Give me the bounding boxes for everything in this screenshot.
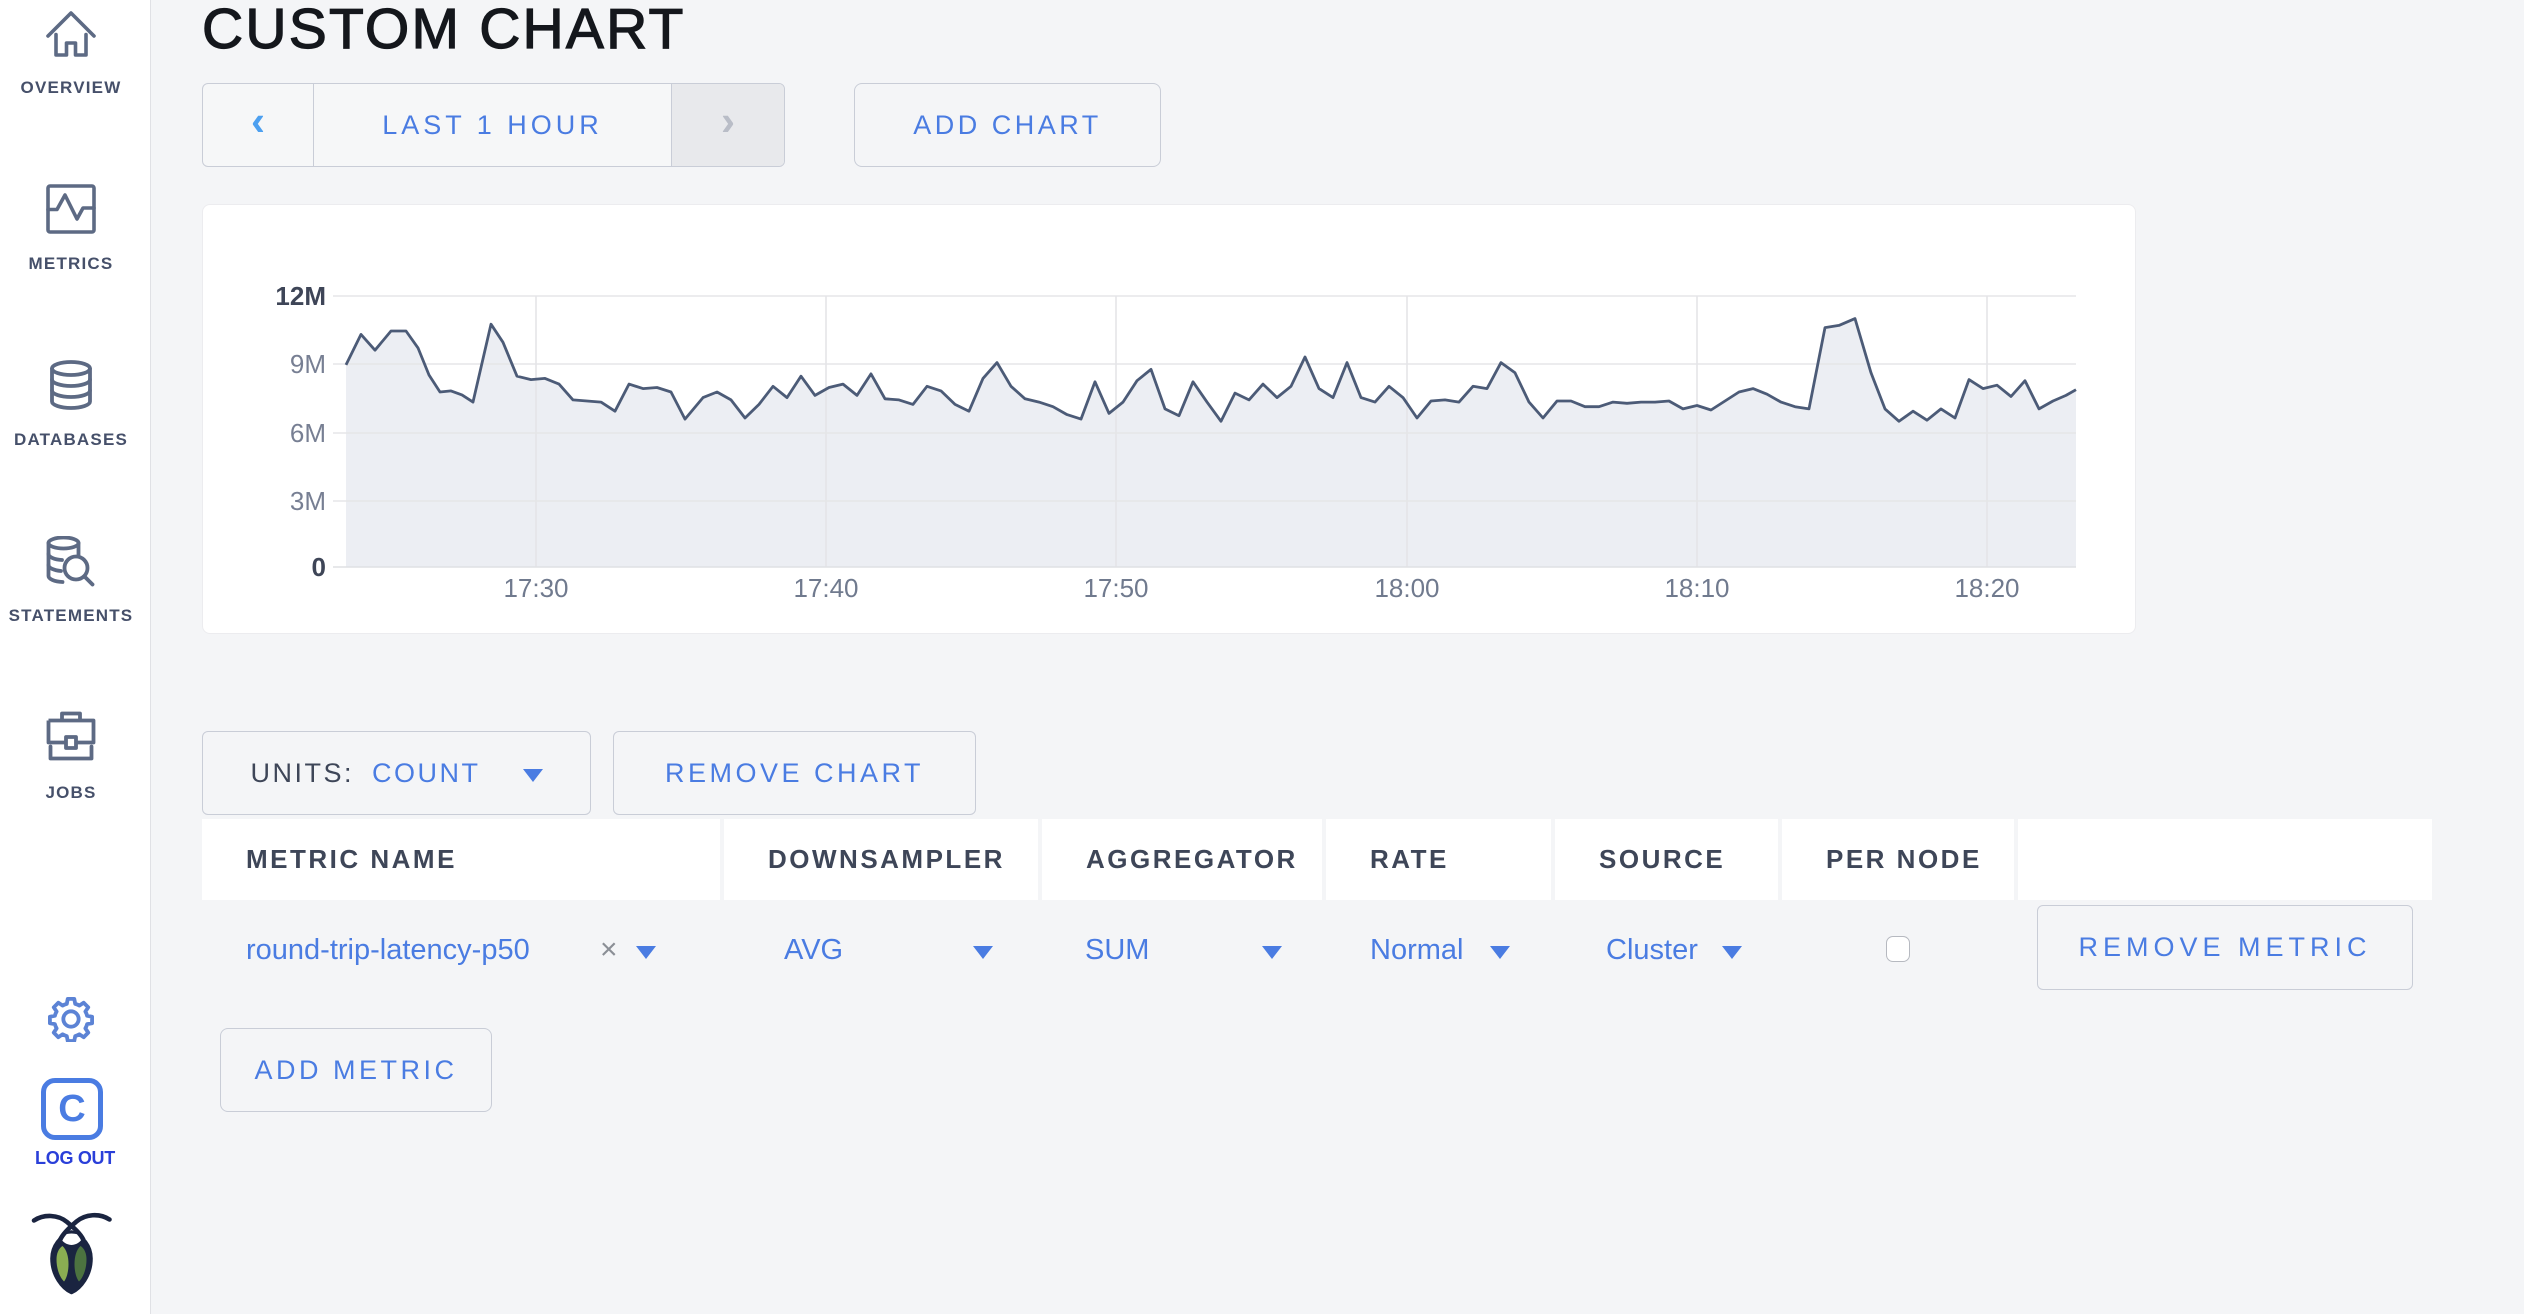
svg-text:17:50: 17:50 <box>1083 573 1148 603</box>
svg-text:3M: 3M <box>290 486 326 516</box>
svg-text:12M: 12M <box>275 281 326 311</box>
svg-text:17:40: 17:40 <box>793 573 858 603</box>
svg-text:18:20: 18:20 <box>1954 573 2019 603</box>
svg-text:0: 0 <box>312 552 326 582</box>
svg-text:18:00: 18:00 <box>1374 573 1439 603</box>
svg-text:6M: 6M <box>290 418 326 448</box>
svg-text:9M: 9M <box>290 349 326 379</box>
svg-text:18:10: 18:10 <box>1664 573 1729 603</box>
svg-text:17:30: 17:30 <box>503 573 568 603</box>
